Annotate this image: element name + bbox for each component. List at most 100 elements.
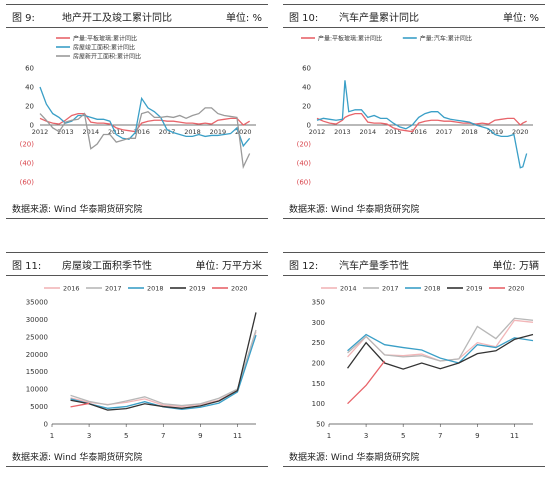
y-tick-label: 60 bbox=[25, 65, 34, 73]
y-tick-label: 200 bbox=[312, 360, 325, 368]
x-tick-label: 2012 bbox=[309, 128, 326, 136]
y-tick-label: 0 bbox=[30, 122, 34, 130]
legend-label: 2017 bbox=[105, 285, 122, 293]
legend-label: 2019 bbox=[466, 285, 483, 293]
chart-title: 地产开工及竣工累计同比 bbox=[62, 12, 172, 24]
y-tick-label: 60 bbox=[302, 65, 311, 73]
x-tick-label: 5 bbox=[401, 432, 405, 440]
series-line bbox=[70, 334, 257, 411]
legend-label: 产量:平板玻璃:累计同比 bbox=[73, 35, 137, 43]
legend-label: 2017 bbox=[382, 285, 399, 293]
y-tick-label: 5000 bbox=[30, 403, 48, 411]
series-line bbox=[347, 333, 534, 364]
series-line bbox=[70, 402, 90, 408]
legend-label: 产量:汽车:累计同比 bbox=[420, 35, 472, 43]
chart-header: 图 9: 地产开工及竣工累计同比 单位: % bbox=[6, 4, 268, 28]
x-tick-label: 2017 bbox=[159, 128, 176, 136]
series-line bbox=[316, 112, 527, 133]
series-line bbox=[316, 80, 528, 169]
data-source: 数据来源: Wind 华泰期货研究院 bbox=[6, 200, 268, 219]
x-tick-label: 2019 bbox=[210, 128, 227, 136]
series-line bbox=[347, 319, 534, 362]
x-tick-label: 1 bbox=[50, 432, 54, 440]
legend-label: 2018 bbox=[424, 285, 441, 293]
x-tick-label: 2014 bbox=[360, 128, 377, 136]
x-tick-label: 2014 bbox=[83, 128, 100, 136]
chart-title: 房屋竣工面积季节性 bbox=[62, 260, 152, 272]
y-tick-label: 150 bbox=[312, 380, 325, 388]
chart-unit: 单位: % bbox=[502, 12, 539, 24]
x-tick-label: 2019 bbox=[487, 128, 504, 136]
figure-number: 图 10: bbox=[289, 12, 319, 24]
data-source: 数据来源: Wind 华泰期货研究院 bbox=[283, 448, 545, 467]
y-tick-label: 35000 bbox=[26, 299, 48, 307]
series-line bbox=[347, 317, 534, 362]
y-tick-label: 20 bbox=[302, 103, 311, 111]
series-line bbox=[70, 329, 257, 407]
x-tick-label: 11 bbox=[233, 432, 242, 440]
y-tick-label: 100 bbox=[312, 400, 325, 408]
y-tick-label: 20000 bbox=[26, 351, 48, 359]
y-tick-label: (60) bbox=[297, 179, 312, 187]
y-tick-label: 30000 bbox=[26, 316, 48, 324]
x-tick-label: 11 bbox=[510, 432, 519, 440]
y-tick-label: 40 bbox=[25, 84, 34, 92]
y-tick-label: 0 bbox=[307, 122, 311, 130]
series-line bbox=[39, 86, 251, 148]
x-tick-label: 3 bbox=[364, 432, 368, 440]
x-tick-label: 2013 bbox=[57, 128, 74, 136]
y-tick-label: (40) bbox=[20, 160, 35, 168]
series-line bbox=[70, 312, 257, 411]
chart-2: 60 40 20 0 (20) (40) (60) 2012 2013 2014 2015 2016 2… bbox=[297, 35, 533, 187]
chart-unit: 单位: 万平方米 bbox=[195, 260, 262, 272]
legend-label: 2019 bbox=[189, 285, 206, 293]
y-tick-label: 250 bbox=[312, 339, 325, 347]
series-line bbox=[39, 107, 251, 170]
x-tick-label: 5 bbox=[124, 432, 128, 440]
data-source: 数据来源: Wind 华泰期货研究院 bbox=[283, 200, 545, 219]
y-tick-label: 350 bbox=[312, 299, 325, 307]
x-tick-label: 2020 bbox=[235, 128, 252, 136]
y-tick-label: 40 bbox=[302, 84, 311, 92]
x-tick-label: 9 bbox=[475, 432, 479, 440]
x-tick-label: 2017 bbox=[436, 128, 453, 136]
y-tick-label: (20) bbox=[297, 141, 312, 149]
chart-unit: 单位: 万辆 bbox=[492, 260, 539, 272]
legend-label: 房屋竣工面积:累计同比 bbox=[73, 44, 135, 52]
figure-number: 图 9: bbox=[12, 12, 35, 24]
chart-title: 汽车产量季节性 bbox=[339, 260, 409, 272]
data-source: 数据来源: Wind 华泰期货研究院 bbox=[6, 448, 268, 467]
y-tick-label: 25000 bbox=[26, 333, 48, 341]
x-tick-label: 2016 bbox=[410, 128, 427, 136]
y-tick-label: 50 bbox=[316, 421, 325, 429]
y-tick-label: 20 bbox=[25, 103, 34, 111]
x-tick-label: 2016 bbox=[133, 128, 150, 136]
legend-label: 2016 bbox=[63, 285, 80, 293]
y-tick-label: 0 bbox=[44, 421, 48, 429]
legend-label: 产量:平板玻璃:累计同比 bbox=[318, 35, 382, 43]
x-tick-label: 2015 bbox=[385, 128, 402, 136]
legend-label: 2018 bbox=[147, 285, 164, 293]
y-tick-label: (40) bbox=[297, 160, 312, 168]
legend-label: 房屋新开工面积:累计同比 bbox=[73, 53, 141, 61]
chart-unit: 单位: % bbox=[225, 12, 262, 24]
legend-label: 2014 bbox=[340, 285, 357, 293]
series-line bbox=[347, 360, 386, 405]
chart-3: 35000 30000 25000 20000 15000 10000 5000 01 3 5 7 9… bbox=[26, 285, 257, 440]
x-tick-label: 7 bbox=[161, 432, 165, 440]
chart-header: 图 12: 汽车产量季节性 单位: 万辆 bbox=[283, 252, 545, 276]
figure-number: 图 12: bbox=[289, 260, 319, 272]
y-tick-label: (60) bbox=[20, 179, 35, 187]
chart-title: 汽车产量累计同比 bbox=[339, 12, 419, 24]
x-tick-label: 7 bbox=[438, 432, 442, 440]
chart-4: 350 300 250 200 150 100 501 3 5 7 9 11 2014 2017 2018 2… bbox=[312, 285, 534, 440]
x-tick-label: 9 bbox=[198, 432, 202, 440]
y-tick-label: 300 bbox=[312, 319, 325, 327]
legend-label: 2020 bbox=[508, 285, 525, 293]
series-line bbox=[39, 112, 250, 133]
y-tick-label: (20) bbox=[20, 141, 35, 149]
figure-number: 图 11: bbox=[12, 260, 42, 272]
x-tick-label: 2018 bbox=[184, 128, 201, 136]
legend-label: 2020 bbox=[231, 285, 248, 293]
x-tick-label: 2013 bbox=[334, 128, 351, 136]
